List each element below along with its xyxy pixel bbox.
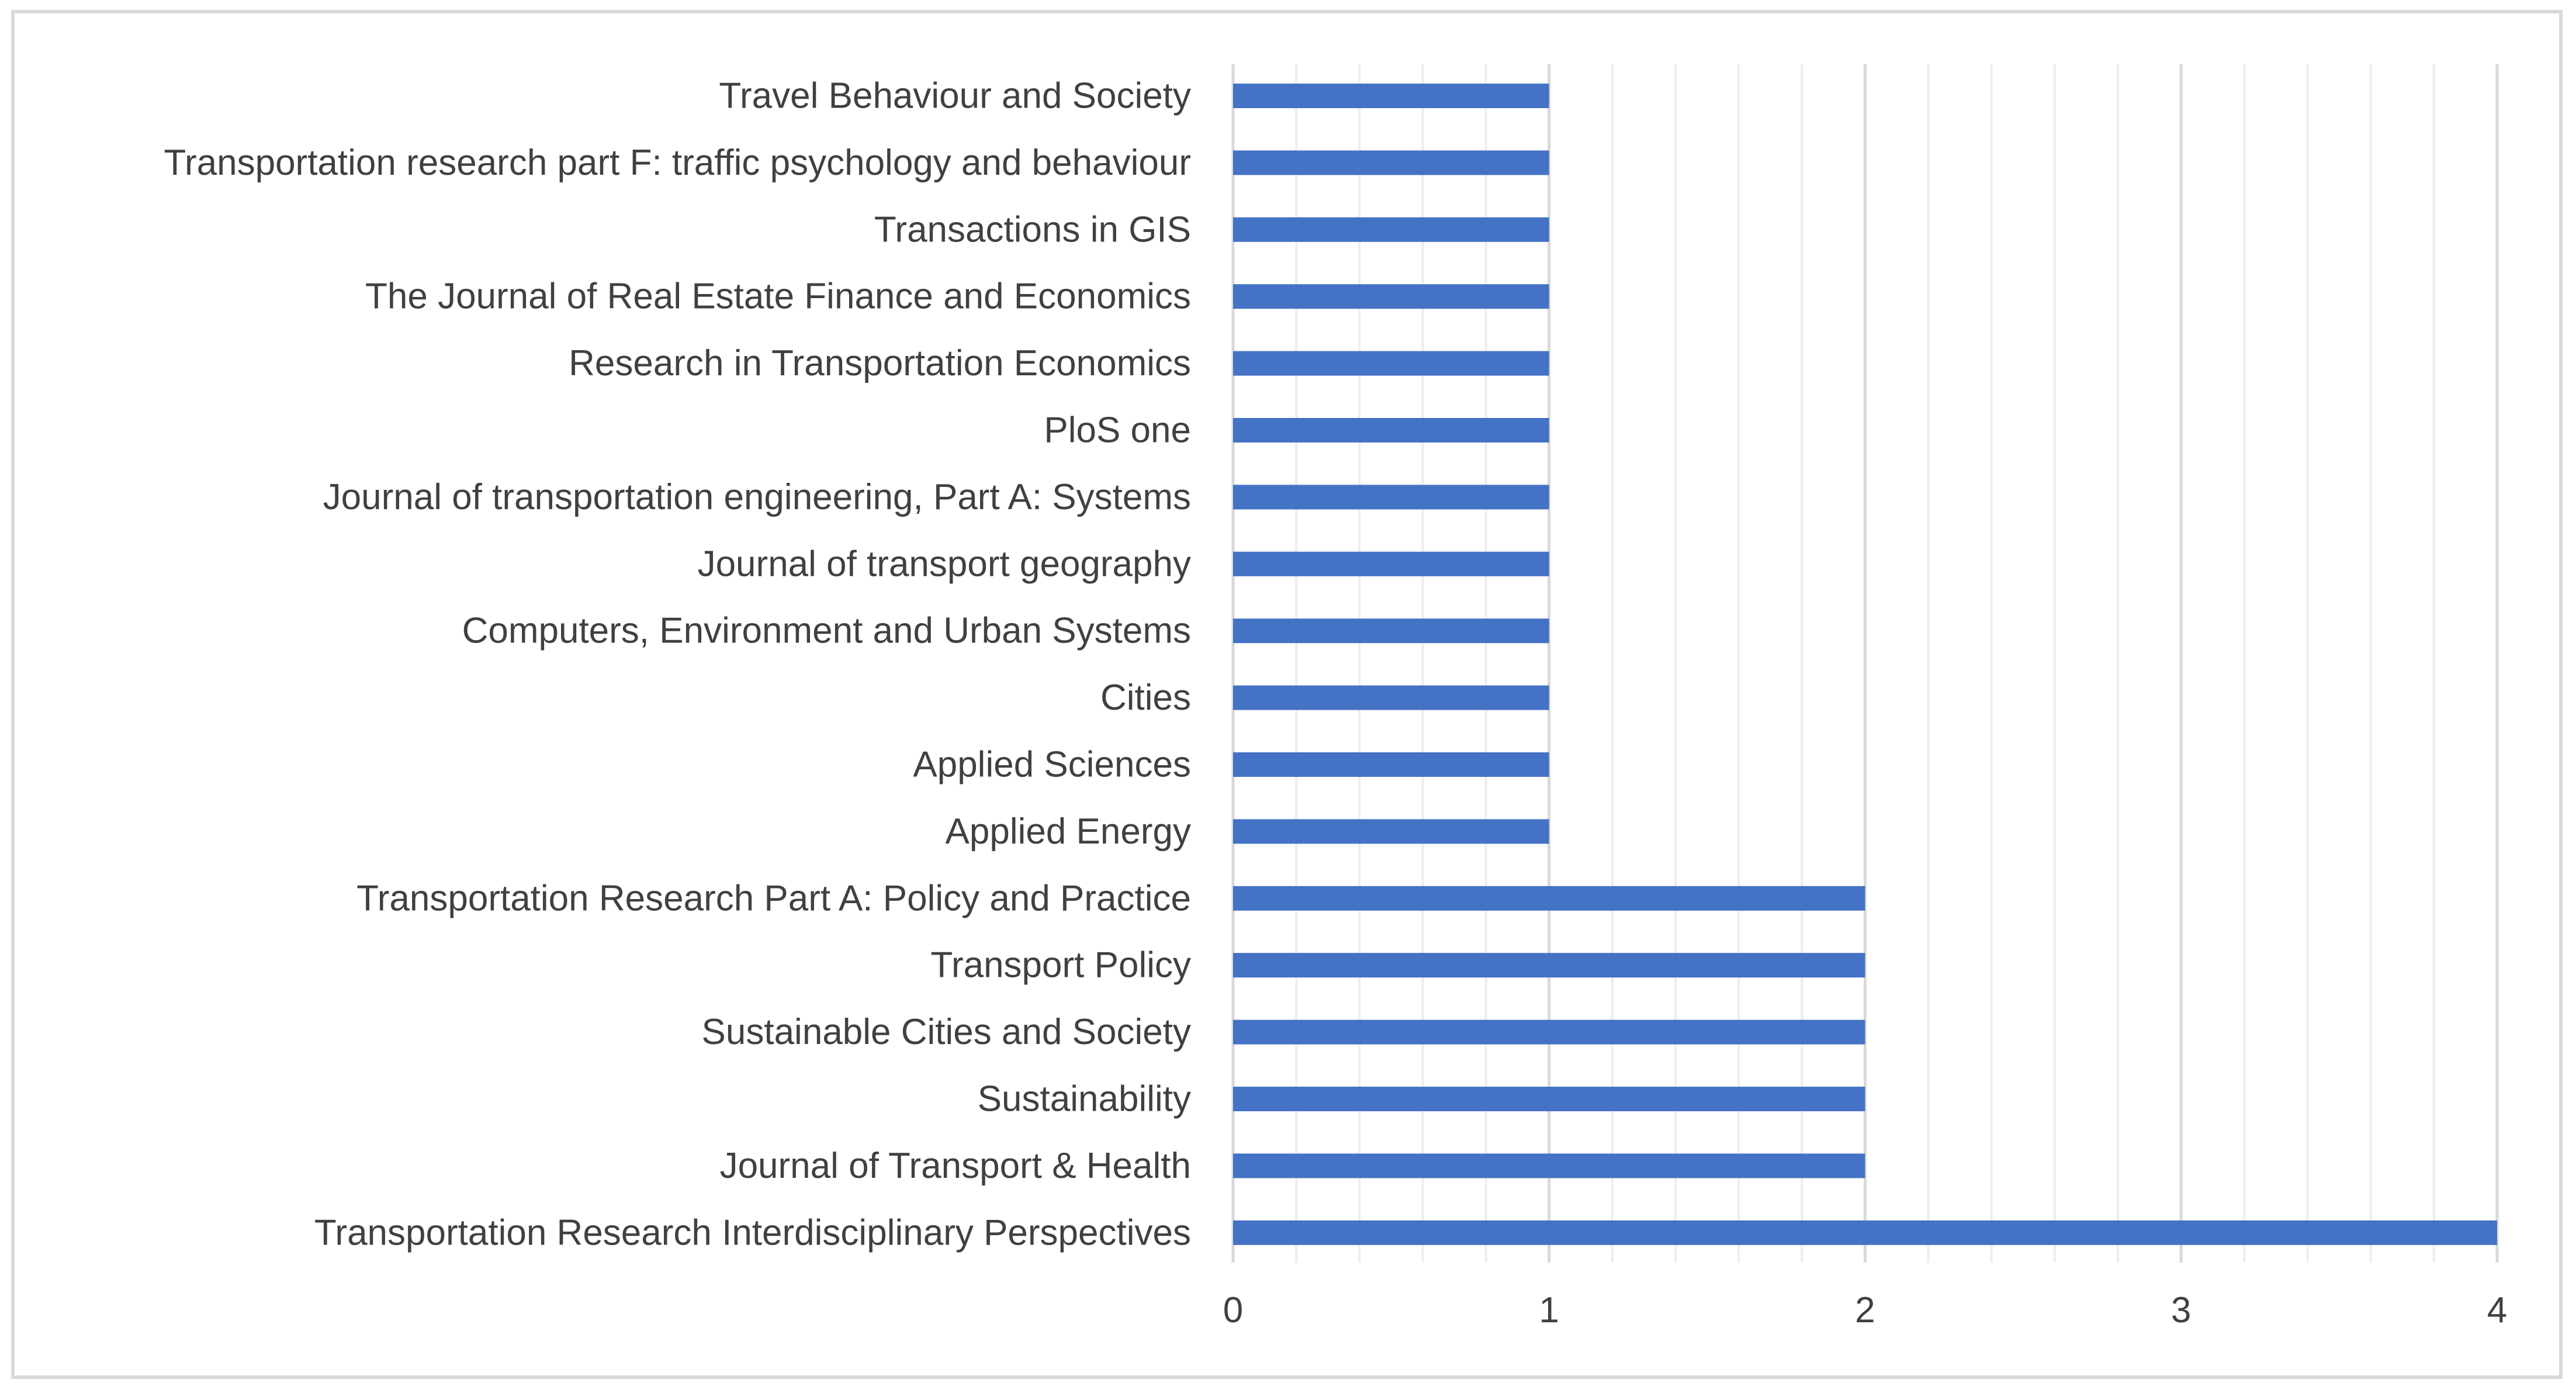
category-label: Journal of transportation engineering, P…	[323, 477, 1191, 517]
bar	[1233, 886, 1865, 911]
category-label: Transportation Research Part A: Policy a…	[356, 878, 1191, 918]
x-tick-label: 2	[1855, 1290, 1875, 1330]
bar	[1233, 150, 1549, 175]
bar	[1233, 351, 1549, 376]
category-label: Transportation research part F: traffic …	[164, 143, 1191, 183]
category-label: Journal of Transport & Health	[720, 1146, 1191, 1186]
major-gridlines	[1231, 64, 2499, 1263]
category-label: The Journal of Real Estate Finance and E…	[365, 276, 1191, 317]
category-label: Applied Energy	[946, 811, 1192, 852]
category-label: Transportation Research Interdisciplinar…	[314, 1212, 1191, 1253]
bar	[1233, 1019, 1865, 1045]
bar	[1233, 84, 1549, 108]
bar	[1233, 1153, 1865, 1178]
bar	[1233, 418, 1549, 443]
bar	[1233, 618, 1549, 644]
category-label: PloS one	[1044, 410, 1191, 451]
category-label: Sustainable Cities and Society	[702, 1012, 1191, 1052]
bar	[1233, 752, 1549, 777]
bars-group	[1233, 84, 2497, 1245]
bar	[1233, 1087, 1865, 1111]
minor-gridlines	[1295, 64, 2435, 1263]
x-tick-label: 4	[2487, 1290, 2507, 1330]
x-tick-label: 1	[1539, 1290, 1559, 1330]
bar	[1233, 685, 1549, 710]
category-label: Applied Sciences	[913, 745, 1191, 785]
bar	[1233, 217, 1549, 242]
bar	[1233, 819, 1549, 844]
category-labels: Travel Behaviour and Society Transportati…	[164, 76, 1191, 1253]
bar	[1233, 953, 1865, 978]
bar	[1233, 485, 1549, 510]
bar	[1233, 1220, 2497, 1245]
category-label: Transport Policy	[930, 945, 1191, 986]
category-label: Computers, Environment and Urban Systems	[462, 611, 1191, 651]
x-tick-label: 0	[1223, 1290, 1243, 1330]
category-label: Sustainability	[978, 1079, 1191, 1119]
x-tick-labels: 0 1 2 3 4	[1223, 1290, 2507, 1330]
bar	[1233, 551, 1549, 576]
category-label: Transactions in GIS	[874, 209, 1191, 250]
bar	[1233, 284, 1549, 309]
category-label: Research in Transportation Economics	[569, 343, 1191, 383]
category-label: Cities	[1100, 678, 1191, 718]
category-label: Travel Behaviour and Society	[719, 76, 1191, 116]
x-tick-label: 3	[2171, 1290, 2191, 1330]
category-label: Journal of transport geography	[698, 544, 1191, 584]
